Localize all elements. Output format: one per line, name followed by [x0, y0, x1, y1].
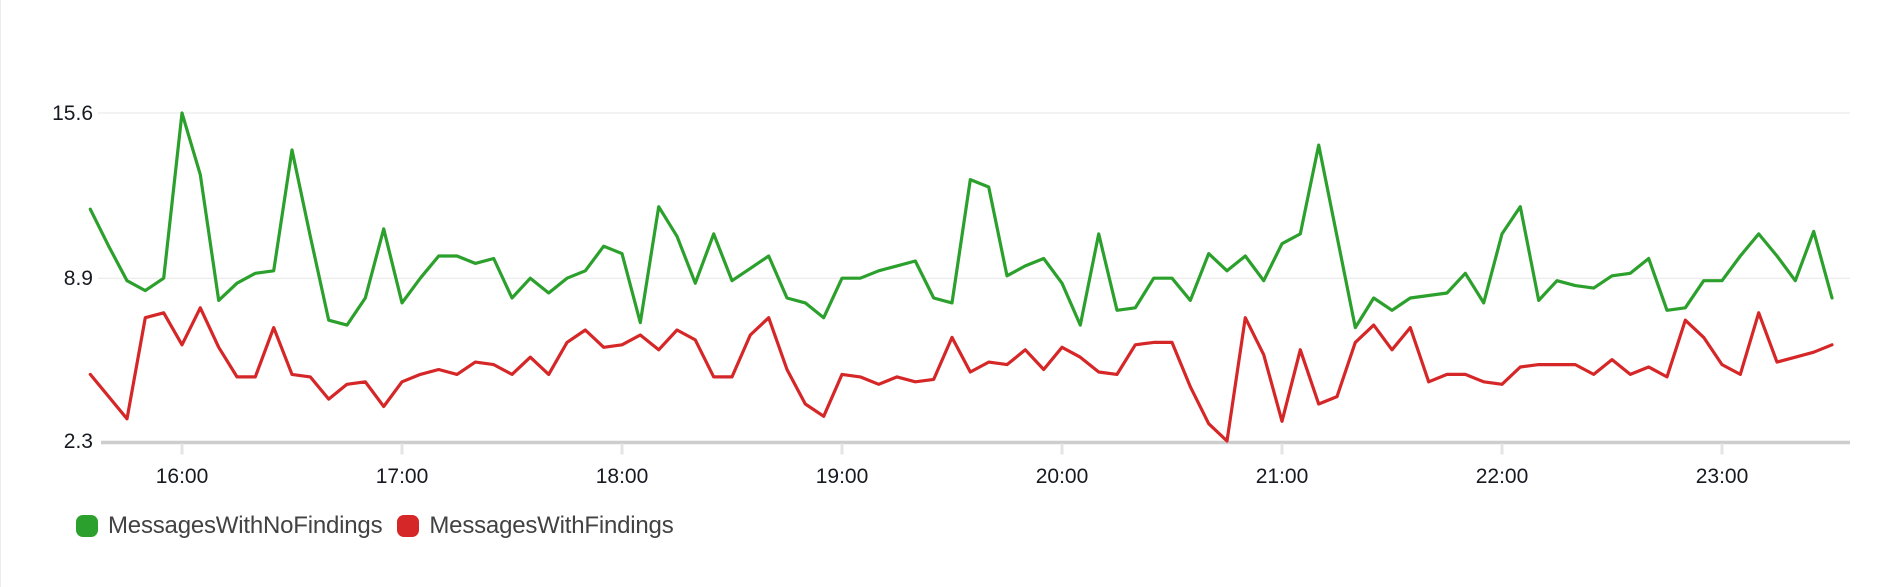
legend-swatch-icon: [397, 515, 420, 537]
legend-swatch-icon: [76, 515, 98, 537]
series-line-MessagesWithFindings: [88, 306, 1834, 443]
axis-labels: 15.6 8.9 2.3 16:00 17:00 18:00 19:00 20:00 21:00…: [52, 102, 1748, 488]
line-chart-canvas[interactable]: 15.6 8.9 2.3 16:00 17:00 18:00 19:00 20:00 21:00…: [1, 0, 1896, 510]
x-tick-label: 16:00: [156, 465, 209, 488]
x-tick-label: 23:00: [1696, 465, 1749, 488]
x-tick-label: 18:00: [596, 465, 649, 488]
legend-label: MessagesWithNoFindings: [108, 512, 383, 539]
series-line-MessagesWithNoFindings: [88, 111, 1834, 330]
y-tick-label: 15.6: [52, 102, 93, 125]
y-tick-label: 8.9: [64, 267, 93, 290]
series-layer: [88, 111, 1834, 443]
x-tick-label: 21:00: [1256, 465, 1309, 488]
x-axis: [101, 440, 1850, 455]
x-tick-label: 20:00: [1036, 465, 1089, 488]
x-tick-label: 17:00: [376, 465, 429, 488]
x-tick-label: 22:00: [1476, 465, 1529, 488]
legend-item-MessagesWithNoFindings[interactable]: MessagesWithNoFindings: [76, 512, 383, 540]
x-tick-label: 19:00: [816, 465, 869, 488]
grid-layer: [98, 112, 1850, 279]
y-tick-label: 2.3: [64, 430, 93, 453]
legend-item-MessagesWithFindings[interactable]: MessagesWithFindings: [397, 512, 674, 540]
chart-legend: MessagesWithNoFindings MessagesWithFindin…: [76, 512, 674, 540]
legend-label: MessagesWithFindings: [429, 512, 674, 539]
